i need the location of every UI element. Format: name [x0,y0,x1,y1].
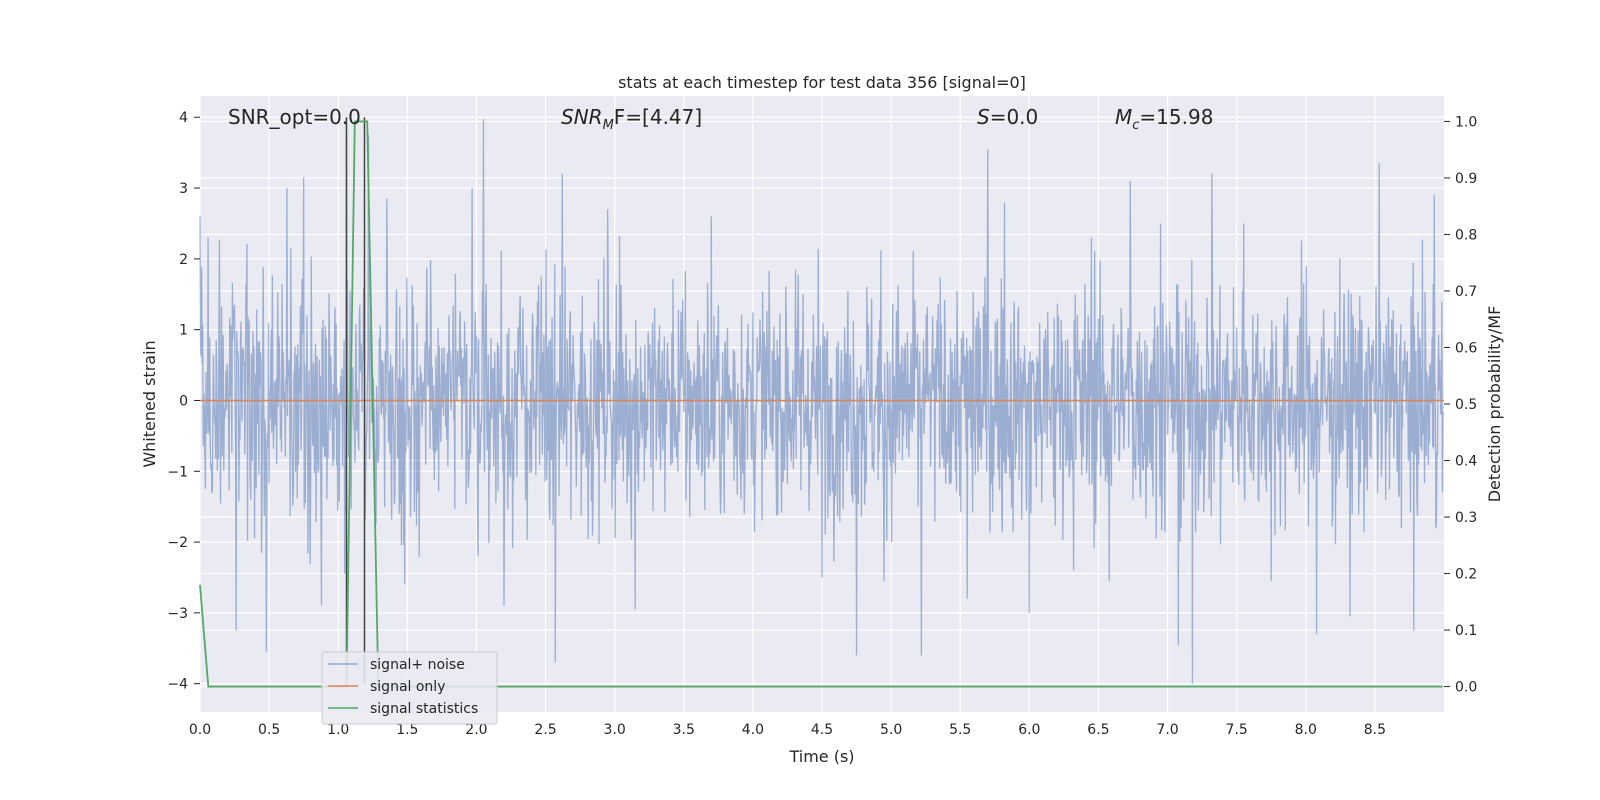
y-right-tick-label: 0.0 [1455,680,1477,696]
chart-title: stats at each timestep for test data 356… [618,73,1026,92]
y-right-tick-label: 0.8 [1455,227,1477,243]
x-tick-label: 0.0 [189,722,211,738]
x-tick-label: 1.5 [396,722,418,738]
noise-line [199,117,1445,684]
x-tick-label: 4.0 [742,722,764,738]
y-axis-ticks: −4 −3 −2 −1 0 1 2 3 4 [167,110,200,693]
x-axis-ticks: 0.0 0.5 1.0 1.5 2.0 2.5 3.0 3.5 4.0 4.5 5.0 5.5 6.0 6… [189,722,1386,738]
x-tick-label: 6.5 [1087,722,1109,738]
x-tick-label: 7.5 [1226,722,1248,738]
y-tick-label: −1 [167,464,188,480]
annotation-s-rest: =0.0 [990,105,1039,129]
x-tick-label: 8.5 [1364,722,1386,738]
x-tick-label: 5.0 [880,722,902,738]
legend-box [321,651,498,725]
annotation-mc-base: M [1115,105,1132,129]
annotation-s: S=0.0 [977,105,1038,129]
x-tick-label: 3.5 [673,722,695,738]
x-tick-label: 2.0 [465,722,487,738]
y-tick-label: 1 [179,323,188,339]
y-tick-label: −3 [167,606,188,622]
annotation-mc: Mc=15.98 [1115,105,1213,133]
annotation-mc-sub: c [1132,118,1139,133]
legend-label-signal-noise: signal+ noise [370,657,465,673]
y-tick-label: −2 [167,535,188,551]
annotation-snr-mf-rest: F=[4.47] [614,105,702,129]
x-tick-label: 2.5 [534,722,556,738]
y-tick-label: 0 [179,393,188,409]
y-tick-label: 2 [179,252,188,268]
x-tick-label: 5.5 [949,722,971,738]
annotation-snr-opt: SNR_opt=0.0 [228,105,361,129]
vertical-markers [345,117,366,684]
series-signal-statistics [199,120,1443,688]
y-right-tick-label: 0.6 [1455,340,1477,356]
y-right-tick-label: 0.2 [1455,567,1477,583]
y-right-tick-label: 0.5 [1455,397,1477,413]
y-right-tick-label: 0.3 [1455,510,1477,526]
y-right-tick-label: 0.4 [1455,454,1477,470]
x-tick-label: 7.0 [1156,722,1178,738]
x-tick-label: 8.0 [1295,722,1317,738]
legend-label-signal-only: signal only [370,679,445,695]
annotation-s-base: S [977,105,990,129]
y-tick-label: 4 [179,110,188,126]
x-axis-label: Time (s) [788,747,854,766]
annotation-snr-mf: SNRMF=[4.47] [561,105,702,133]
legend-label-signal-statistics: signal statistics [370,701,478,717]
x-tick-label: 6.0 [1018,722,1040,738]
x-tick-label: 3.0 [604,722,626,738]
y-tick-label: −4 [167,677,188,693]
y-tick-label: 3 [179,181,188,197]
signal-statistics-line [199,120,1443,688]
x-tick-label: 1.0 [327,722,349,738]
legend: signal+ noise signal only signal statist… [321,651,498,725]
x-tick-label: 4.5 [811,722,833,738]
y-right-tick-label: 0.7 [1455,284,1477,300]
y-right-tick-label: 0.9 [1455,171,1477,187]
y-axis-label: Whitened strain [140,340,159,467]
y-axis-right-label: Detection probability/MF [1485,306,1504,503]
annotation-mc-rest: =15.98 [1139,105,1213,129]
annotation-snr-mf-base: SNR [561,105,603,129]
x-tick-label: 0.5 [258,722,280,738]
annotation-snr-mf-sub: M [603,118,614,133]
y-right-tick-label: 0.1 [1455,623,1477,639]
y-right-tick-label: 1.0 [1455,114,1477,130]
series-signal-noise [199,117,1445,684]
y-axis-right-ticks: 0.0 0.1 0.2 0.3 0.4 0.5 0.6 0.7 0.8 0.9 1.0 [1444,114,1477,696]
